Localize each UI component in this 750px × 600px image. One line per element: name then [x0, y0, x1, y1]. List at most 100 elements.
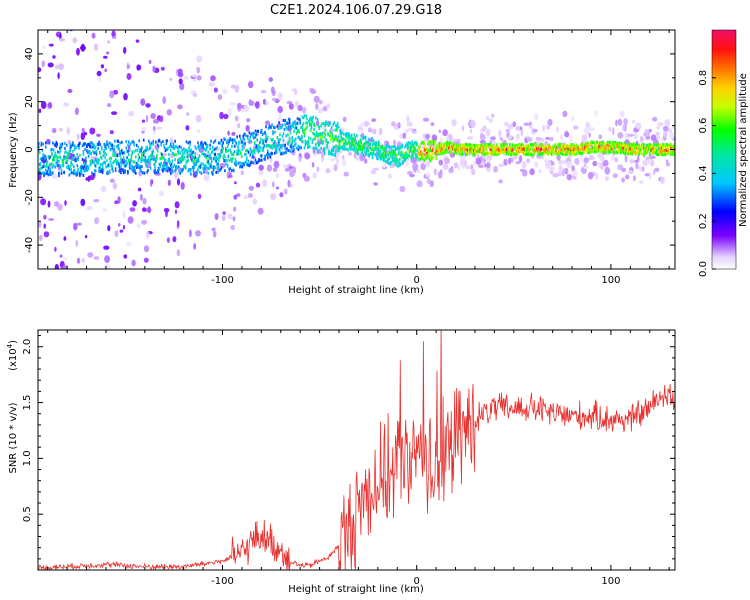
heatmap-ridge-cell	[102, 154, 105, 158]
heatmap-ridge-cell	[70, 145, 72, 149]
heatmap-ridge-cell	[586, 143, 589, 147]
heatmap-ridge-cell	[353, 133, 356, 137]
heatmap-ridge-cell	[386, 158, 389, 162]
heatmap-ridge-cell	[97, 161, 99, 165]
heatmap-ridge-cell	[365, 140, 368, 144]
heatmap-ridge-cell	[397, 147, 399, 151]
heatmap-ridge-cell	[606, 141, 608, 145]
heatmap-ridge-cell	[629, 147, 632, 151]
heatmap-noise-cell	[127, 216, 134, 224]
heatmap-noise-cell	[212, 230, 217, 238]
heatmap-ridge-cell	[479, 148, 481, 152]
heatmap-ridge-cell	[664, 148, 667, 152]
heatmap-ridge-cell	[287, 149, 290, 152]
heatmap-ridge-cell	[303, 114, 306, 118]
heatmap-ridge-cell	[552, 147, 555, 151]
heatmap-ridge-cell	[105, 165, 107, 169]
heatmap-ridge-cell	[135, 155, 137, 159]
heatmap-ridge-cell	[613, 146, 615, 150]
heatmap-ridge-cell	[211, 166, 213, 170]
heatmap-ridge-cell	[554, 143, 557, 147]
heatmap-ridge-cell	[83, 161, 85, 165]
heatmap-ridge-cell	[410, 148, 412, 152]
heatmap-noise-cell	[41, 60, 45, 68]
heatmap-ridge-cell	[303, 131, 306, 135]
heatmap-ridge-cell	[273, 143, 275, 147]
heatmap-ridge-cell	[554, 150, 557, 154]
heatmap-ridge-cell	[225, 140, 228, 144]
heatmap-noise-cell	[177, 68, 183, 75]
heatmap-ridge-cell	[187, 169, 189, 173]
heatmap-ridge-cell	[641, 142, 644, 146]
heatmap-ridge-cell	[525, 153, 528, 156]
heatmap-ridge-cell	[409, 148, 411, 152]
heatmap-noise-cell	[491, 113, 495, 118]
heatmap-noise-cell	[373, 182, 378, 186]
heatmap-ridge-cell	[659, 152, 661, 156]
heatmap-ridge-cell	[454, 145, 456, 149]
heatmap-ridge-cell	[413, 148, 416, 152]
heatmap-ridge-cell	[94, 164, 97, 168]
heatmap-ridge-cell	[176, 145, 178, 149]
heatmap-ridge-cell	[567, 147, 570, 151]
heatmap-ridge-cell	[190, 172, 192, 176]
heatmap-ridge-cell	[132, 160, 134, 164]
heatmap-noise-cell	[51, 127, 57, 134]
heatmap-ridge-cell	[409, 141, 411, 145]
heatmap-ridge-cell	[53, 158, 56, 162]
heatmap-noise-cell	[669, 132, 675, 140]
heatmap-ridge-cell	[433, 145, 435, 149]
heatmap-ridge-cell	[627, 144, 629, 148]
heatmap-noise-cell	[529, 168, 535, 176]
heatmap-ridge-cell	[363, 135, 365, 139]
heatmap-ridge-cell	[318, 143, 321, 147]
heatmap-ridge-cell	[355, 149, 357, 153]
heatmap-noise-cell	[227, 213, 233, 220]
heatmap-ridge-cell	[69, 164, 72, 168]
heatmap-ridge-cell	[274, 126, 276, 130]
heatmap-ridge-cell	[382, 158, 384, 162]
heatmap-ridge-cell	[48, 156, 51, 160]
heatmap-ridge-cell	[669, 150, 671, 154]
heatmap-ridge-cell	[309, 116, 312, 120]
heatmap-ridge-cell	[187, 141, 189, 145]
heatmap-ridge-cell	[48, 141, 51, 145]
heatmap-ridge-cell	[484, 145, 487, 149]
heatmap-noise-cell	[566, 161, 573, 169]
heatmap-ridge-cell	[620, 146, 623, 150]
heatmap-ridge-cell	[600, 147, 603, 150]
heatmap-ridge-cell	[511, 143, 514, 147]
heatmap-ridge-cell	[95, 152, 98, 156]
heatmap-ridge-cell	[92, 143, 94, 147]
heatmap-noise-cell	[659, 176, 666, 185]
heatmap-ridge-cell	[335, 150, 337, 154]
heatmap-ridge-cell	[571, 145, 573, 149]
heatmap-ridge-cell	[453, 145, 455, 149]
heatmap-noise-cell	[123, 254, 128, 259]
heatmap-ridge-cell	[261, 139, 264, 143]
heatmap-noise-cell	[371, 128, 377, 135]
heatmap-ridge-cell	[334, 153, 336, 157]
heatmap-ridge-cell	[428, 150, 431, 154]
heatmap-ridge-cell	[141, 152, 143, 155]
heatmap-ridge-cell	[584, 143, 586, 147]
heatmap-noise-cell	[227, 174, 233, 178]
heatmap-ridge-cell	[264, 130, 266, 134]
heatmap-ridge-cell	[636, 143, 639, 147]
heatmap-noise-cell	[89, 127, 96, 135]
heatmap-ridge-cell	[123, 164, 126, 168]
heatmap-ridge-cell	[488, 151, 490, 155]
heatmap-noise-cell	[123, 93, 128, 101]
heatmap-ridge-cell	[550, 148, 552, 152]
heatmap-noise-cell	[227, 108, 232, 116]
heatmap-ridge-cell	[446, 144, 448, 148]
heatmap-ridge-cell	[232, 152, 235, 156]
heatmap-ridge-cell	[556, 148, 558, 152]
heatmap-ridge-cell	[613, 150, 615, 154]
heatmap-ridge-cell	[649, 145, 652, 149]
heatmap-ridge-cell	[653, 142, 655, 146]
heatmap-ridge-cell	[57, 156, 59, 159]
heatmap-ridge-cell	[312, 132, 314, 135]
heatmap-noise-cell	[475, 157, 482, 165]
heatmap-ridge-cell	[50, 148, 52, 152]
